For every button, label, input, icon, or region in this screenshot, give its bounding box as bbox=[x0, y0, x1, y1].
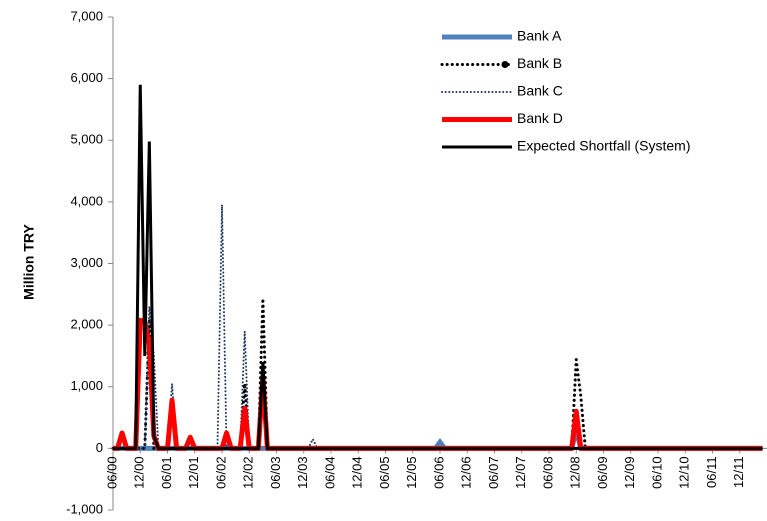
x-tick-label: 06/04 bbox=[322, 456, 337, 489]
legend-label: Bank B bbox=[517, 55, 562, 71]
series-line bbox=[113, 84, 763, 450]
y-tick-label: 4,000 bbox=[70, 193, 103, 208]
series-line bbox=[111, 298, 764, 450]
y-tick-label: -1,000 bbox=[66, 501, 103, 516]
x-tick-label: 06/05 bbox=[377, 456, 392, 489]
y-tick-label: 6,000 bbox=[70, 70, 103, 85]
series-line bbox=[112, 204, 764, 450]
y-axis-label: Million TRY bbox=[21, 223, 37, 299]
y-tick-label: 5,000 bbox=[70, 132, 103, 147]
x-tick-label: 06/07 bbox=[486, 456, 501, 489]
x-tick-label: 12/07 bbox=[513, 456, 528, 489]
x-tick-label: 06/09 bbox=[595, 456, 610, 489]
y-tick-label: 1,000 bbox=[70, 378, 103, 393]
x-tick-label: 12/00 bbox=[132, 456, 147, 489]
legend-marker bbox=[501, 61, 509, 68]
legend-label: Expected Shortfall (System) bbox=[517, 138, 691, 154]
x-tick-label: 06/01 bbox=[159, 456, 174, 489]
x-tick-label: 06/02 bbox=[213, 456, 228, 489]
x-tick-label: 12/01 bbox=[186, 456, 201, 489]
series-line bbox=[113, 429, 763, 451]
x-tick-label: 06/03 bbox=[268, 456, 283, 489]
legend-label: Bank C bbox=[517, 83, 563, 99]
x-tick-label: 06/06 bbox=[431, 456, 446, 489]
x-tick-label: 12/02 bbox=[241, 456, 256, 489]
y-tick-label: 0 bbox=[96, 440, 103, 455]
x-tick-label: 12/06 bbox=[459, 456, 474, 489]
x-tick-label: 06/08 bbox=[540, 456, 555, 489]
x-tick-label: 12/04 bbox=[350, 456, 365, 489]
y-tick-label: 7,000 bbox=[70, 8, 103, 23]
x-tick-label: 06/10 bbox=[649, 456, 664, 489]
x-tick-label: 12/10 bbox=[677, 456, 692, 489]
x-tick-label: 12/09 bbox=[622, 456, 637, 489]
x-tick-label: 12/05 bbox=[404, 456, 419, 489]
legend-label: Bank D bbox=[517, 110, 563, 126]
series-line bbox=[113, 317, 763, 451]
y-tick-label: 2,000 bbox=[70, 317, 103, 332]
legend-label: Bank A bbox=[517, 28, 562, 44]
x-tick-label: 12/08 bbox=[568, 456, 583, 489]
x-tick-label: 12/11 bbox=[731, 456, 746, 488]
y-tick-label: 3,000 bbox=[70, 255, 103, 270]
x-tick-label: 12/03 bbox=[295, 456, 310, 489]
x-tick-label: 06/00 bbox=[104, 456, 119, 489]
x-tick-label: 06/11 bbox=[704, 456, 719, 488]
